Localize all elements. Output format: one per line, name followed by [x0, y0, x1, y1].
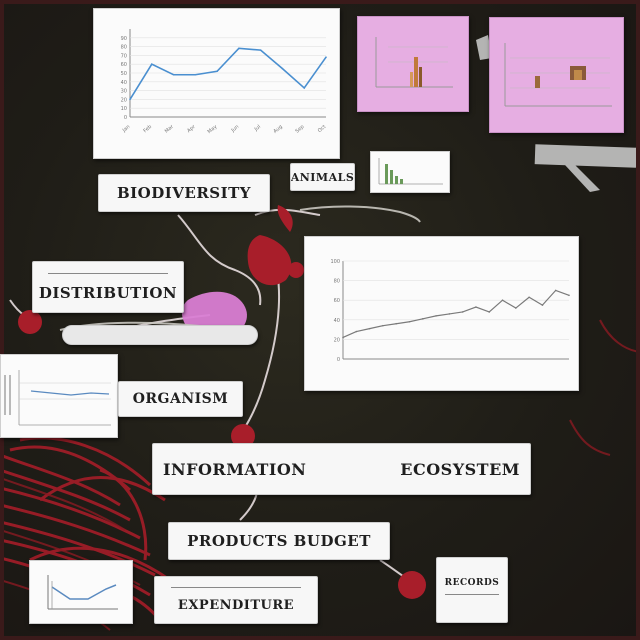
- series-line: [129, 47, 327, 100]
- x-tick-label: Feb: [142, 124, 153, 134]
- label-organism: ORGANISM: [118, 381, 243, 417]
- data-point: [150, 63, 153, 65]
- y-tick-label: 60: [121, 62, 127, 68]
- small-line-chart: [4, 370, 111, 426]
- x-tick-label: Jul: [253, 124, 262, 133]
- line-chart-right: 0 20 40 60 80 100: [330, 259, 570, 363]
- label-biodiversity: BIODIVERSITY: [98, 174, 270, 212]
- line-chart-top: 0 10 20 30 40 50 60 70 80 90 Jan Feb Mar Apr May Jun Jul…: [121, 29, 328, 135]
- label-information-ecosystem: INFORMATION ECOSYSTEM: [152, 443, 531, 495]
- label-records: RECORDS: [436, 557, 508, 623]
- label-distribution: DISTRIBUTION: [32, 261, 184, 313]
- mini-chart: [504, 43, 612, 107]
- x-tick-label: May: [207, 124, 219, 135]
- data-point: [216, 70, 218, 73]
- y-tick-label: 0: [124, 115, 127, 121]
- series-line: [342, 289, 570, 338]
- small-chart-card-left: [0, 354, 118, 438]
- y-tick-label: 80: [334, 279, 340, 285]
- y-tick-label: 0: [337, 357, 340, 363]
- x-tick-label: Jun: [230, 124, 241, 134]
- y-tick-label: 20: [121, 97, 127, 103]
- y-tick-label: 40: [121, 80, 127, 86]
- connector-bar-left: [62, 325, 258, 345]
- y-tick-label: 40: [334, 318, 340, 324]
- label-products-budget: PRODUCTS BUDGET: [168, 522, 390, 560]
- data-point: [259, 49, 262, 51]
- data-point: [461, 311, 464, 313]
- y-tick-label: 10: [121, 106, 127, 112]
- x-tick-label: Apr: [186, 123, 197, 134]
- data-point: [501, 299, 504, 301]
- data-point: [568, 294, 570, 297]
- data-point: [368, 327, 371, 330]
- data-point: [475, 306, 477, 308]
- ecosystem-text: ECOSYSTEM: [400, 459, 520, 479]
- y-tick-label: 50: [121, 71, 127, 77]
- data-point: [515, 307, 517, 309]
- data-point: [528, 296, 530, 299]
- data-point: [541, 304, 544, 306]
- y-tick-label: 30: [121, 89, 127, 95]
- y-tick-label: 100: [330, 259, 340, 265]
- line-chart-card: 0 10 20 30 40 50 60 70 80 90 Jan Feb Mar Apr May Jun Jul…: [93, 8, 340, 159]
- x-tick-label: Jan: [121, 124, 132, 134]
- y-tick-label: 70: [121, 53, 127, 59]
- data-point: [342, 336, 344, 339]
- data-point: [488, 311, 491, 313]
- records-text: RECORDS: [444, 577, 500, 588]
- mini-bar-chart-green: [378, 158, 443, 185]
- data-point: [448, 313, 451, 315]
- small-area-chart: [47, 575, 118, 610]
- data-point: [408, 320, 411, 323]
- y-tick-label: 80: [121, 45, 127, 51]
- y-tick-label: 20: [334, 337, 340, 343]
- data-point: [325, 56, 327, 58]
- data-point: [421, 318, 424, 320]
- information-text: INFORMATION: [163, 459, 307, 479]
- mini-bar-chart: [375, 37, 453, 88]
- expenditure-text: EXPENDITURE: [177, 598, 295, 613]
- data-point: [554, 289, 557, 292]
- data-point: [172, 73, 175, 76]
- data-point: [303, 87, 306, 89]
- line-chart-right-card: 0 20 40 60 80 100: [304, 236, 579, 391]
- label-expenditure: EXPENDITURE: [154, 576, 318, 624]
- y-tick-label: 90: [121, 36, 127, 42]
- pink-note-large: [489, 17, 624, 133]
- data-point: [395, 322, 397, 325]
- data-point: [194, 73, 197, 76]
- y-tick-label: 60: [334, 298, 340, 304]
- data-point: [435, 315, 437, 317]
- x-tick-label: Sep: [294, 124, 305, 135]
- x-tick-label: Mar: [164, 123, 176, 134]
- pink-note-small: [357, 16, 469, 112]
- data-point: [382, 324, 384, 327]
- x-tick-label: Oct: [317, 124, 328, 134]
- small-chart-card-bottom: [29, 560, 133, 624]
- data-point: [355, 330, 358, 333]
- data-point: [129, 98, 131, 101]
- x-tick-label: Aug: [272, 124, 283, 135]
- mini-chart-card-top: [370, 151, 450, 193]
- data-point: [238, 47, 240, 50]
- data-point: [281, 67, 284, 70]
- distribution-text: DISTRIBUTION: [38, 283, 178, 302]
- label-animals: ANIMALS: [290, 163, 355, 191]
